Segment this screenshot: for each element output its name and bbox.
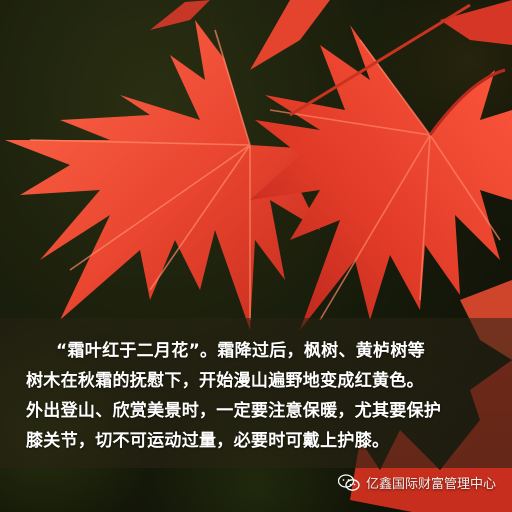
wechat-icon	[337, 473, 360, 491]
caption-line-3: 外出登山、欣赏美景时，一定要注意保暖，尤其要保护	[26, 401, 442, 421]
branch-top	[289, 3, 471, 117]
caption-text: “霜叶红于二月花”。霜降过后，枫树、黄栌树等 树木在秋霜的抚慰下，开始漫山遍野地…	[26, 336, 496, 456]
watermark-text: 亿鑫国际财富管理中心	[365, 477, 496, 492]
maple-leaf-left	[5, 10, 330, 330]
leaf-left-veins	[29, 29, 251, 320]
caption-line-4: 膝关节，切不可运动过量，必要时可戴上护膝。	[26, 431, 390, 451]
leaf-fragment-top-right	[250, 0, 330, 70]
leaf-fragment-far-right	[440, 0, 512, 45]
caption-band	[0, 318, 512, 468]
caption-line-2: 树木在秋霜的抚慰下，开始漫山遍野地变成红黄色。	[26, 371, 424, 391]
caption-line-1: “霜叶红于二月花”。霜降过后，枫树、黄栌树等	[56, 341, 425, 361]
watermark: 亿鑫国际财富管理中心	[337, 473, 496, 492]
maple-leaf-right	[250, 25, 512, 330]
leaf-fragment-top	[150, 0, 210, 30]
leaf-right-veins	[269, 39, 501, 321]
leaf-stem	[428, 68, 506, 136]
maple-leaf-lower-right	[350, 360, 512, 512]
